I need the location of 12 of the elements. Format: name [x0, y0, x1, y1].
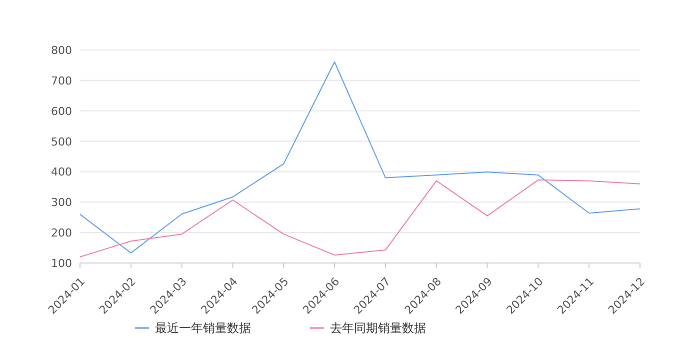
y-tick-label: 800: [51, 44, 72, 57]
line-series: [80, 61, 640, 254]
y-tick-label: 300: [51, 196, 72, 210]
y-tick-label: 400: [51, 166, 72, 179]
legend-label: 去年同期销量数据: [330, 321, 426, 335]
y-tick-label: 700: [51, 74, 72, 88]
legend-label: 最近一年销量数据: [155, 321, 251, 335]
y-tick-label: 200: [51, 226, 72, 240]
y-tick-label: 600: [51, 104, 72, 118]
line-series: [80, 179, 640, 258]
y-tick-label: 500: [51, 135, 72, 148]
y-tick-label: 100: [51, 257, 72, 270]
